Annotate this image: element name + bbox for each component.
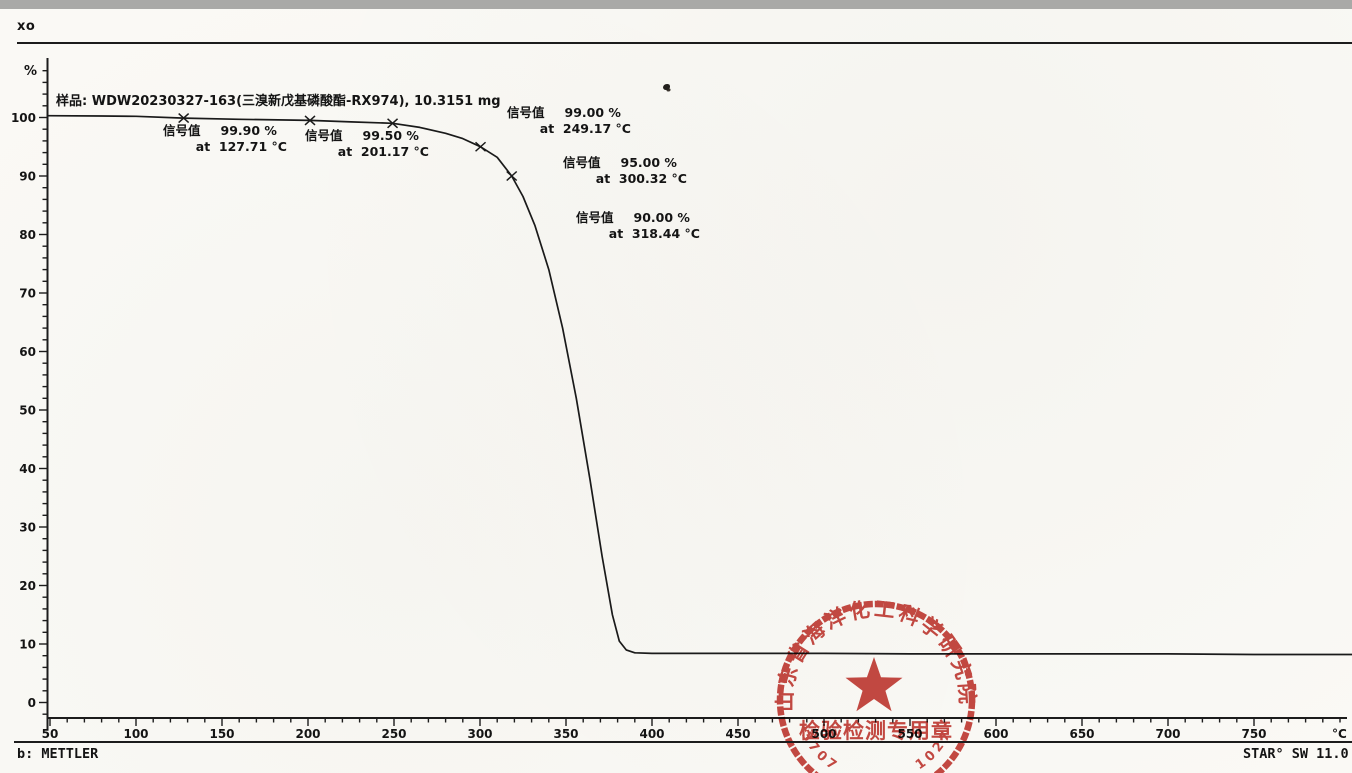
x-tick-label: 550 (897, 727, 922, 741)
footer-rule (14, 741, 1352, 743)
x-tick-label: 700 (1155, 727, 1180, 741)
signal-annotation: 信号值 99.90 % at 127.71 °C (163, 123, 287, 154)
y-tick-label: 80 (19, 228, 36, 242)
y-tick-label: 100 (11, 111, 36, 125)
x-tick-label: 150 (209, 727, 234, 741)
x-tick-label: 300 (467, 727, 492, 741)
scan-speck (663, 84, 670, 90)
y-tick-label: 70 (19, 286, 36, 300)
signal-annotation: 信号值 99.50 % at 201.17 °C (305, 128, 429, 159)
y-tick-label: 60 (19, 345, 36, 359)
x-tick-label: 100 (123, 727, 148, 741)
x-tick-label: 200 (295, 727, 320, 741)
signal-annotation: 信号值 95.00 % at 300.32 °C (563, 155, 687, 186)
star-icon (845, 657, 903, 712)
x-tick-label: 600 (983, 727, 1008, 741)
y-tick-label: 50 (19, 403, 36, 417)
x-tick-label: 500 (811, 727, 836, 741)
x-tick-label: 350 (553, 727, 578, 741)
x-tick-label: 450 (725, 727, 750, 741)
stamp-ring (776, 600, 976, 773)
y-tick-label: 20 (19, 579, 36, 593)
x-tick-label: 50 (42, 727, 59, 741)
x-axis-unit: °C (1332, 727, 1347, 741)
curve-markers (178, 113, 518, 182)
stamp-center-text: 检验检测专用章 (799, 719, 953, 743)
sample-title: 样品: WDW20230327-163(三溴新戊基磷酸酯-RX974), 10.… (56, 94, 501, 109)
scan-edge-artifact (0, 0, 1352, 9)
x-axis: 50 100 150 200 250 300 350 400 450 500 550 600 650 70… (42, 717, 1347, 741)
signal-annotation: 信号值 90.00 % at 318.44 °C (576, 210, 700, 241)
y-tick-label: 0 (28, 696, 36, 710)
y-tick-label: 90 (19, 169, 36, 183)
software-footer: STAR° SW 11.0 (1243, 746, 1349, 762)
y-axis: 0 10 20 30 40 50 60 70 80 90 100% (11, 58, 49, 730)
x-tick-label: 750 (1241, 727, 1266, 741)
corner-mark: xo (17, 19, 36, 34)
header-rule (17, 42, 1352, 44)
y-tick-label: 10 (19, 637, 36, 651)
y-tick-label: 40 (19, 462, 36, 476)
y-axis-unit: % (24, 64, 37, 79)
x-tick-label: 250 (381, 727, 406, 741)
y-tick-label: 30 (19, 520, 36, 534)
tga-weight-curve (46, 114, 1352, 656)
instrument-footer: b: METTLER (17, 746, 99, 762)
x-tick-label: 650 (1069, 727, 1094, 741)
signal-annotation: 信号值 99.00 % at 249.17 °C (507, 105, 631, 136)
x-tick-label: 400 (639, 727, 664, 741)
